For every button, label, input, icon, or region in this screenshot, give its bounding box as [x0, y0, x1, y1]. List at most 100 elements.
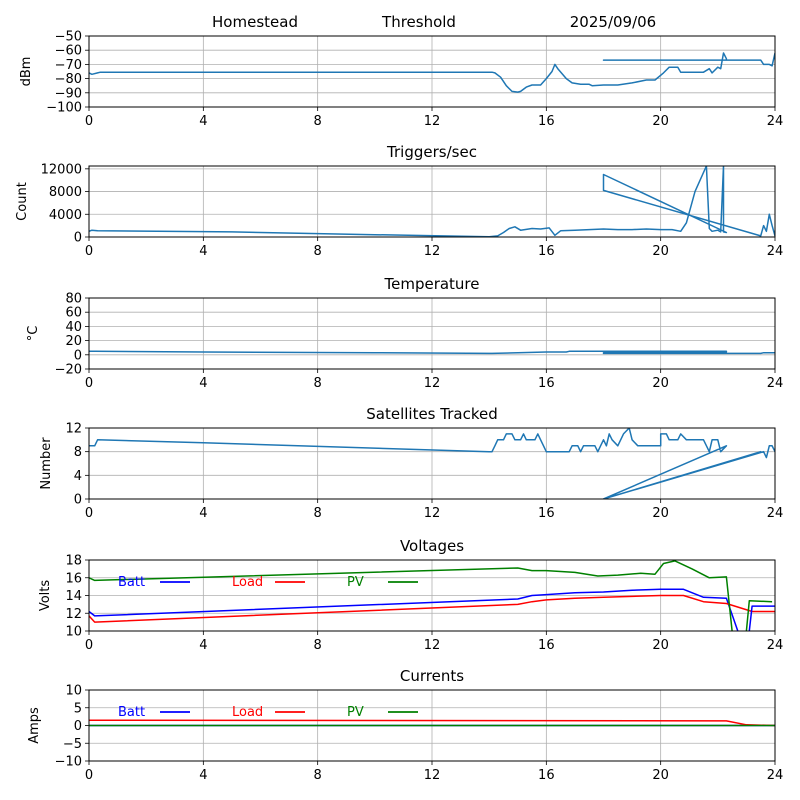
x-tick-label: 16 [538, 244, 555, 259]
x-tick-label: 8 [314, 244, 322, 259]
y-tick-label: 80 [65, 292, 82, 307]
series-line-pv [89, 560, 733, 631]
y-tick-label: 20 [65, 334, 82, 349]
header-site: Homestead [212, 13, 298, 31]
chart-panel-0: 0 4 8 12 16 20 24 −100−90−80−70−60−50 dBm [19, 30, 783, 130]
y-tick-label: −90 [55, 86, 82, 101]
series-group [89, 560, 775, 631]
y-tick-label: 0 [74, 493, 82, 508]
y-tick-label: 4 [74, 469, 82, 484]
y-tick-label: 60 [65, 306, 82, 321]
legend-label-load: Load [232, 705, 263, 720]
y-tick-label: 5 [74, 701, 82, 716]
x-tick-label: 20 [652, 114, 669, 129]
x-tick-label: 20 [652, 244, 669, 259]
legend-label-pv: PV [347, 705, 364, 720]
y-tick-label: 4000 [49, 208, 82, 223]
y-tick-label: 14 [65, 589, 82, 604]
x-tick-label: 16 [538, 376, 555, 391]
y-axis-label: dBm [19, 57, 34, 87]
series-line-0 [89, 350, 775, 355]
x-tick-label: 4 [199, 114, 207, 129]
x-tick-label: 4 [199, 244, 207, 259]
y-tick-label: 0 [74, 231, 82, 246]
legend-label-pv: PV [347, 575, 364, 590]
y-tick-label: −20 [55, 363, 82, 378]
legend-label-batt: Batt [118, 575, 145, 590]
y-axis-label: °C [26, 326, 41, 342]
y-tick-label: −50 [55, 30, 82, 45]
chart-title: Voltages [400, 537, 464, 555]
x-tick-label: 12 [424, 376, 441, 391]
chart-title: Temperature [383, 275, 479, 293]
y-axis-label: Number [39, 437, 54, 490]
x-tick-label: 20 [652, 376, 669, 391]
y-tick-label: −100 [46, 101, 82, 116]
x-tick-label: 12 [424, 638, 441, 653]
chart-panel-4: 0 4 8 12 16 20 24 10 12 14 16 18 Volts Voltages Batt Lo… [38, 537, 783, 653]
chart-panel-1: 0 4 8 12 16 20 24 0 4000 8000 12000 Count Triggers/s… [15, 143, 783, 259]
x-tick-label: 24 [767, 638, 784, 653]
x-tick-label: 16 [538, 638, 555, 653]
x-tick-label: 8 [314, 114, 322, 129]
y-tick-label: 8000 [49, 185, 82, 200]
legend-label-batt: Batt [118, 705, 145, 720]
x-tick-label: 24 [767, 768, 784, 783]
x-tick-label: 16 [538, 114, 555, 129]
y-tick-label: 8 [74, 445, 82, 460]
y-tick-label: −70 [55, 58, 82, 73]
x-tick-label: 12 [424, 506, 441, 521]
y-tick-label: 18 [65, 554, 82, 569]
x-tick-label: 0 [85, 244, 93, 259]
x-tick-label: 0 [85, 768, 93, 783]
x-tick-label: 8 [314, 768, 322, 783]
y-axis-label: Amps [27, 707, 42, 744]
x-tick-label: 12 [424, 244, 441, 259]
x-tick-label: 4 [199, 506, 207, 521]
x-tick-label: 20 [652, 768, 669, 783]
chart-title: Triggers/sec [386, 143, 477, 161]
x-tick-label: 4 [199, 638, 207, 653]
header-mode: Threshold [381, 13, 456, 31]
x-tick-label: 24 [767, 376, 784, 391]
chart-panel-5: 0 4 8 12 16 20 24 −10 −5 0 5 10 Amps Currents Batt Load… [27, 667, 783, 783]
y-tick-label: 12 [65, 607, 82, 622]
y-tick-label: 0 [74, 719, 82, 734]
y-tick-label: 12000 [41, 162, 82, 177]
y-tick-label: −10 [55, 755, 82, 770]
x-tick-label: 0 [85, 638, 93, 653]
y-tick-label: −80 [55, 72, 82, 87]
y-tick-label: 0 [74, 348, 82, 363]
x-tick-label: 20 [652, 506, 669, 521]
y-axis-label: Count [15, 182, 30, 221]
y-tick-label: 40 [65, 320, 82, 335]
x-tick-label: 8 [314, 376, 322, 391]
series-line-0 [89, 428, 775, 499]
series-line-0 [89, 52, 775, 93]
series-line-0 [89, 166, 775, 237]
x-tick-label: 20 [652, 638, 669, 653]
chart-title: Satellites Tracked [366, 405, 497, 423]
y-tick-label: 10 [65, 684, 82, 699]
x-tick-label: 8 [314, 506, 322, 521]
header-date: 2025/09/06 [570, 13, 656, 31]
y-axis-label: Volts [38, 580, 53, 612]
chart-title: Currents [400, 667, 464, 685]
x-tick-label: 12 [424, 768, 441, 783]
x-tick-label: 16 [538, 768, 555, 783]
x-tick-label: 0 [85, 376, 93, 391]
x-tick-label: 24 [767, 244, 784, 259]
y-tick-label: −60 [55, 44, 82, 59]
y-tick-label: 10 [65, 625, 82, 640]
x-tick-label: 8 [314, 638, 322, 653]
y-tick-label: 16 [65, 571, 82, 586]
x-tick-label: 0 [85, 506, 93, 521]
y-tick-label: 12 [65, 422, 82, 437]
series-line-batt [748, 605, 775, 631]
x-tick-label: 0 [85, 114, 93, 129]
series-group [89, 166, 775, 237]
series-group [89, 350, 775, 355]
series-line-batt [89, 588, 739, 631]
